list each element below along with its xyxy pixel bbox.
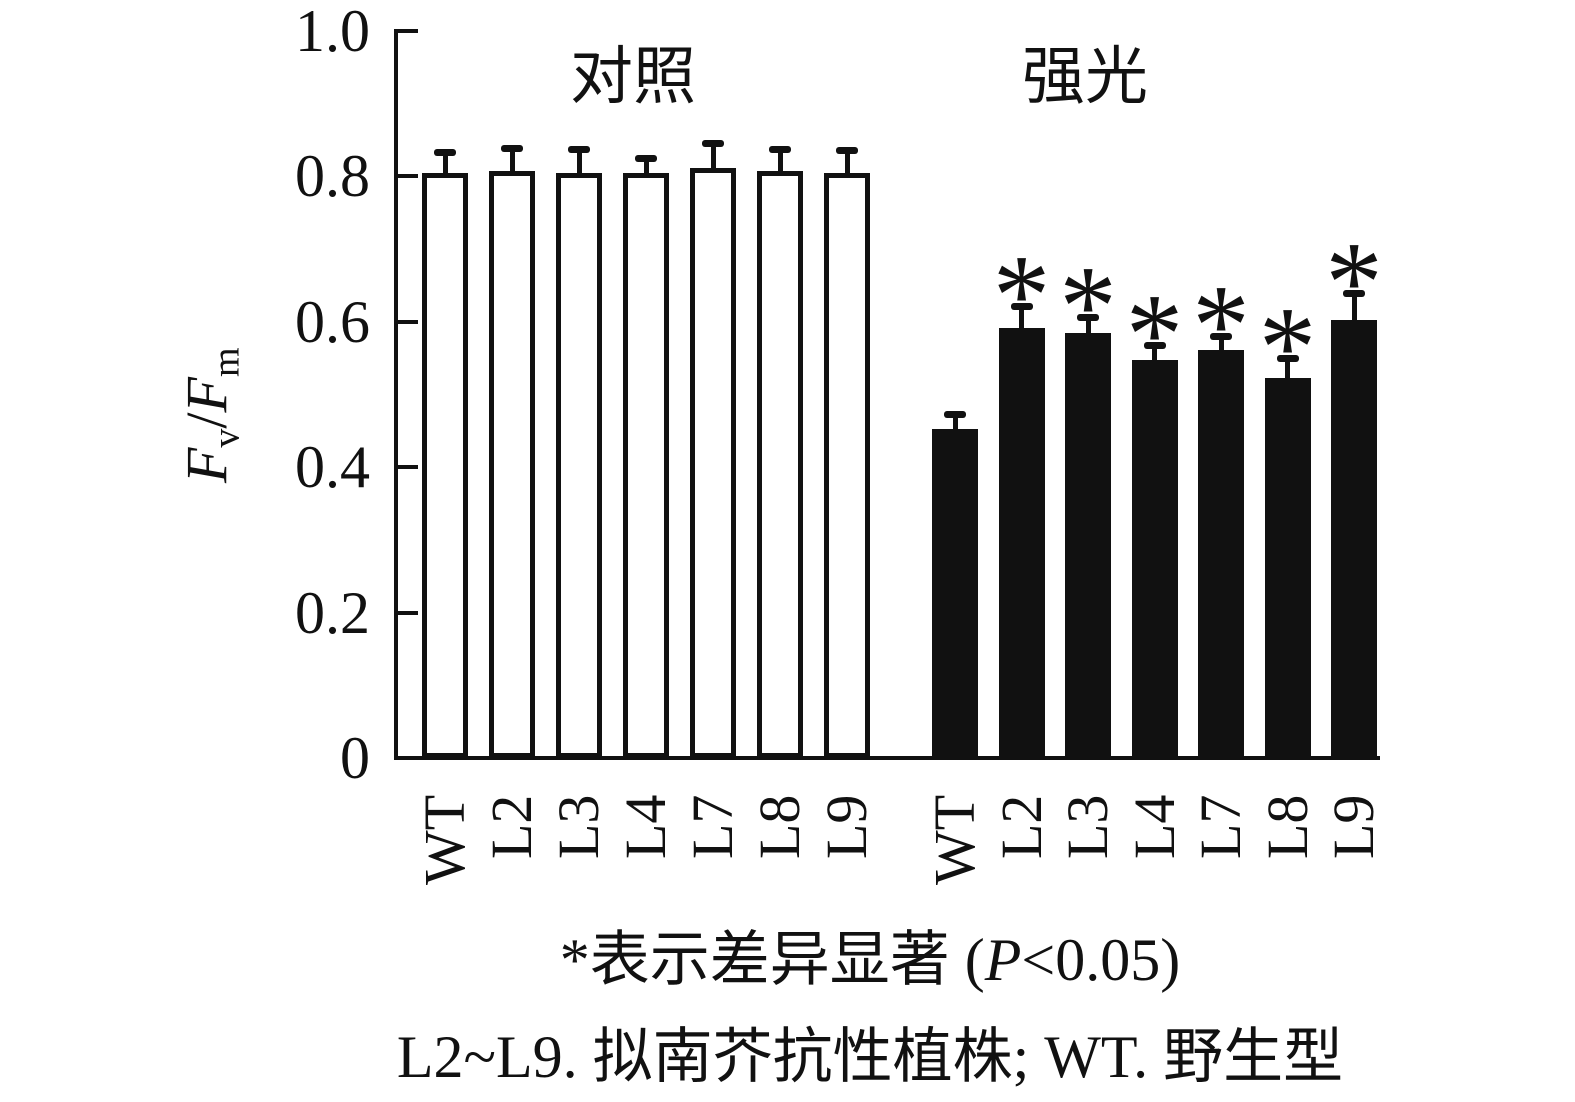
error-bar-stem [1085,317,1091,334]
error-bar-stem [1019,305,1024,329]
error-bar-cap [1077,314,1099,322]
control-bar-l2 [489,171,535,758]
error-bar-cap [944,411,966,419]
strong-light-bar-l3 [1065,333,1111,758]
significance-note: *表示差异显著 (P<0.05) [560,925,1180,995]
y-axis-tick-label: 0.6 [295,288,370,355]
error-bar-cap [769,145,791,153]
group-label-strong-light: 强光 [1022,42,1148,112]
y-axis-title-divider: / [174,412,239,429]
y-axis-tick [398,174,418,179]
significance-asterisk: * [1059,243,1117,371]
error-bar-stem [576,148,582,174]
error-bar-cap [1343,289,1365,297]
significance-note-text: *表示差异显著 ( [559,927,985,993]
error-bar-cap [1143,342,1166,350]
strong-light-bar-l8 [1264,377,1311,758]
error-bar-stem [643,158,649,174]
y-axis-tick-label: 0 [340,725,370,791]
control-bar-l7 [690,167,736,758]
strong-light-bar-l4 [1131,360,1178,758]
x-axis-label-control-wt: WT [412,794,477,885]
error-bar-stem [710,142,716,168]
error-bar-stem [952,414,958,430]
error-bar-cap [434,149,456,157]
x-axis-label-control-l8: L8 [747,794,812,859]
significance-asterisk: * [1192,262,1250,390]
control-bar-l3 [556,173,602,758]
error-bar-stem [1152,345,1157,361]
y-axis-tick-label: 0.8 [295,143,370,210]
x-axis-label-control-l9: L9 [814,794,879,859]
y-axis-tick-label: 0.2 [295,579,370,646]
control-bar-l8 [757,171,803,758]
significance-asterisk: * [1325,218,1383,346]
significance-asterisk: * [1258,284,1317,412]
error-bar-cap [1210,333,1232,341]
error-bar-cap [1276,355,1299,363]
y-axis-tick [398,29,418,33]
error-bar-cap [836,146,858,154]
y-axis-tick [398,465,418,470]
legend-note: L2~L9. 拟南芥抗性植株; WT. 野生型 [396,1024,1344,1090]
y-axis-tick [398,610,418,615]
y-axis-tick [398,319,418,324]
error-bar-stem [1351,292,1357,321]
error-bar-cap [635,155,657,163]
x-axis-label-control-l4: L4 [613,794,678,859]
error-bar-stem [1285,358,1290,378]
significance-asterisk: * [1125,271,1184,399]
control-bar-l9 [824,172,870,758]
x-axis-label-control-l2: L2 [479,794,544,859]
error-bar-cap [702,139,724,147]
y-axis-line [394,29,398,760]
strong-light-bar-l2 [998,328,1045,758]
error-bar-stem [509,148,515,172]
error-bar-stem [844,149,850,173]
x-axis-label-strong-light-l2: L2 [988,794,1054,859]
y-axis-tick-label: 1.0 [295,0,370,64]
strong-light-bar-wt [932,429,978,758]
strong-light-bar-l9 [1331,320,1377,758]
group-label-control: 对照 [570,42,696,112]
x-axis-label-strong-light-l7: L7 [1188,794,1253,859]
error-bar-cap [501,145,523,153]
error-bar-cap [568,145,590,153]
x-axis-label-control-l7: L7 [680,794,745,859]
error-bar-stem [442,152,448,174]
x-axis-line [394,756,1380,760]
x-axis-label-strong-light-l9: L9 [1321,794,1386,859]
error-bar-stem [777,148,783,172]
significance-asterisk: * [992,231,1051,359]
strong-light-bar-l7 [1198,350,1244,758]
y-axis-title-denominator: F [174,377,239,413]
x-axis-label-strong-light-l3: L3 [1055,794,1120,859]
control-bar-l4 [623,173,669,758]
error-bar-stem [1218,336,1224,351]
significance-note-threshold: <0.05) [1021,927,1181,993]
control-bar-wt [422,173,468,758]
error-bar-cap [1010,302,1033,310]
x-axis-label-control-l3: L3 [546,794,611,859]
y-axis-tick [398,756,418,760]
y-axis-tick-label: 0.4 [295,434,370,501]
x-axis-label-strong-light-l4: L4 [1121,794,1187,859]
x-axis-label-strong-light-l8: L8 [1254,794,1320,859]
significance-note-p-symbol: P [984,927,1022,993]
x-axis-label-strong-light-wt: WT [922,794,987,885]
